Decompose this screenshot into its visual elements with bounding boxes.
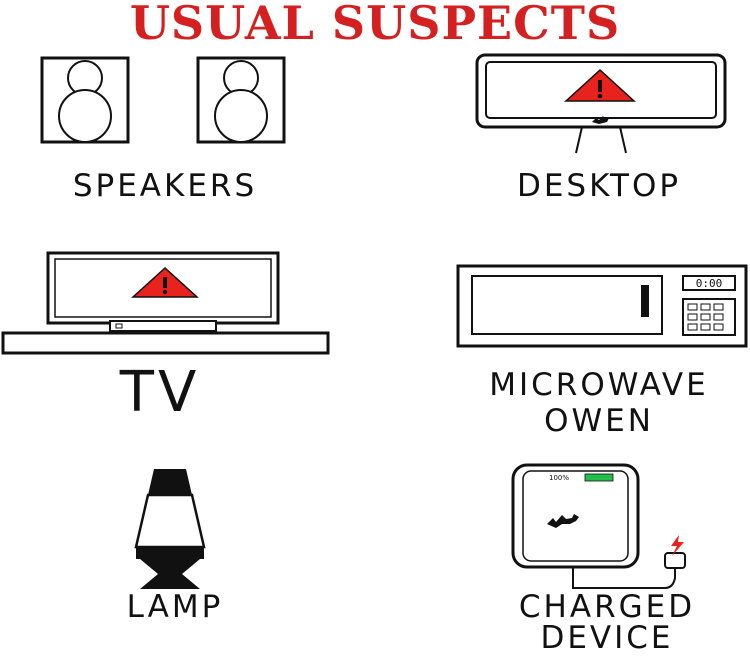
speakers-icon [40,56,286,144]
charging-phone-icon: 100% [511,463,686,589]
microwave-display-text: 0:00 [696,277,723,290]
lightning-bolt-icon [671,535,684,556]
microwave-label-line1: MICROWAVE [489,367,709,403]
battery-percent-text: 100% [549,474,569,482]
tv-icon [1,251,330,355]
microwave-label: MICROWAVE OWEN [448,367,750,439]
lava-lamp-icon [134,469,206,589]
desktop-monitor-icon [475,53,727,154]
microwave-label-line2: OWEN [544,403,654,439]
speakers-label: SPEAKERS [72,168,258,204]
microwave-icon: 0:00 [456,264,748,348]
tv-label: TV [119,360,201,425]
charged-device-label: CHARGED DEVICE [456,592,750,654]
page-title: USUAL SUSPECTS [129,0,621,50]
battery-icon [584,473,614,482]
desktop-label: DESKTOP [516,168,682,204]
charged-device-label-line2: DEVICE [540,620,674,656]
lamp-label: LAMP [126,589,224,625]
charged-device-label-line1: CHARGED [518,589,696,625]
